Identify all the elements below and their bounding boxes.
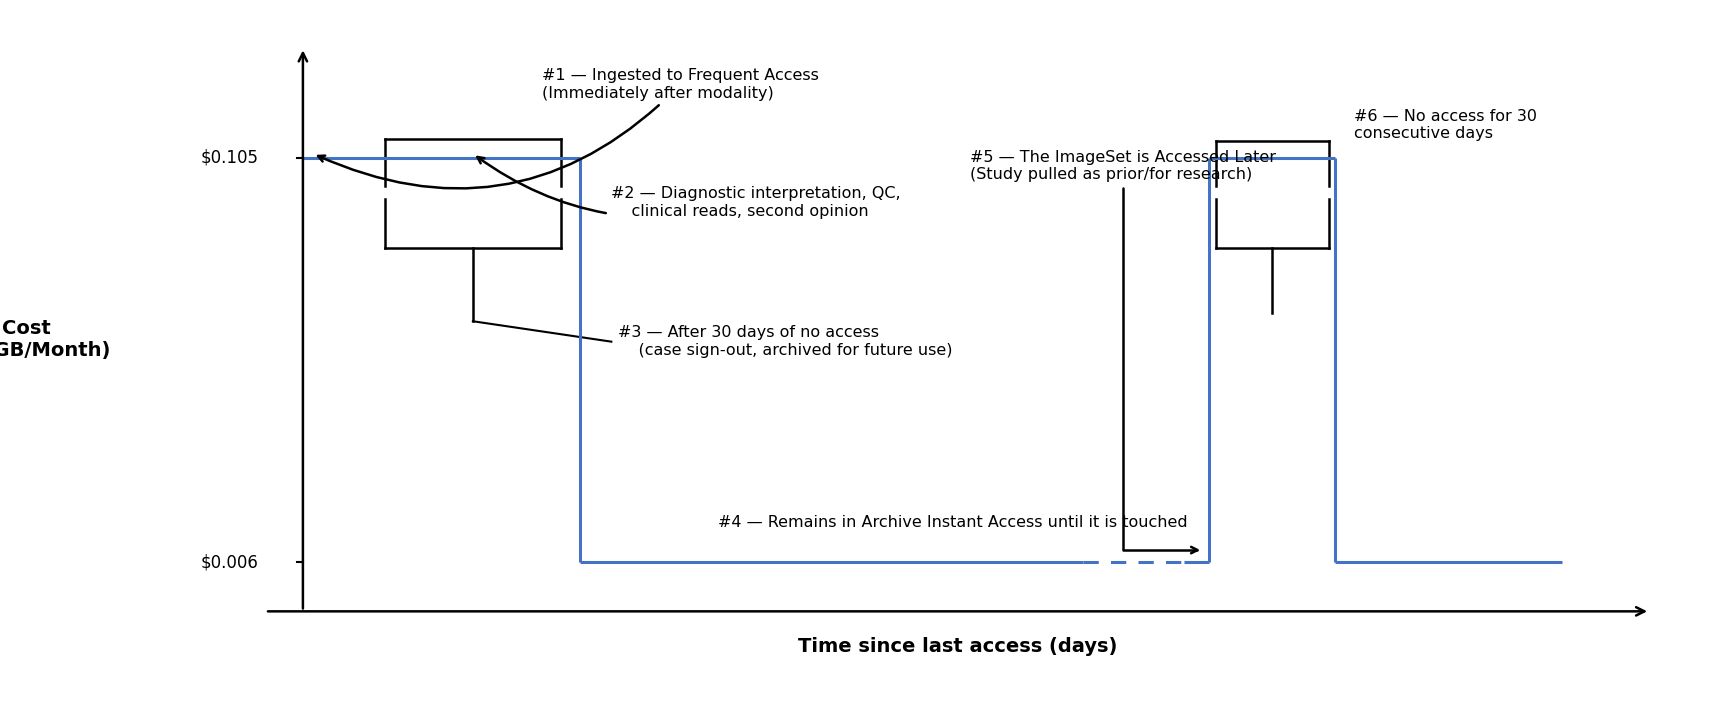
- Text: #6 — No access for 30
consecutive days: #6 — No access for 30 consecutive days: [1354, 109, 1537, 142]
- Text: Time since last access (days): Time since last access (days): [799, 636, 1118, 655]
- Text: #2 — Diagnostic interpretation, QC,
    clinical reads, second opinion: #2 — Diagnostic interpretation, QC, clin…: [478, 157, 902, 219]
- Text: $0.006: $0.006: [201, 553, 259, 572]
- Text: $0.105: $0.105: [201, 149, 259, 167]
- Text: Cost
(per GB/Month): Cost (per GB/Month): [0, 319, 111, 360]
- Text: #3 — After 30 days of no access
    (case sign-out, archived for future use): #3 — After 30 days of no access (case si…: [617, 325, 953, 358]
- Text: #5 — The ImageSet is Accessed Later
(Study pulled as prior/for research): #5 — The ImageSet is Accessed Later (Stu…: [970, 150, 1277, 553]
- Text: #1 — Ingested to Frequent Access
(Immediately after modality): #1 — Ingested to Frequent Access (Immedi…: [319, 68, 819, 189]
- Text: #4 — Remains in Archive Instant Access until it is touched: #4 — Remains in Archive Instant Access u…: [718, 515, 1188, 529]
